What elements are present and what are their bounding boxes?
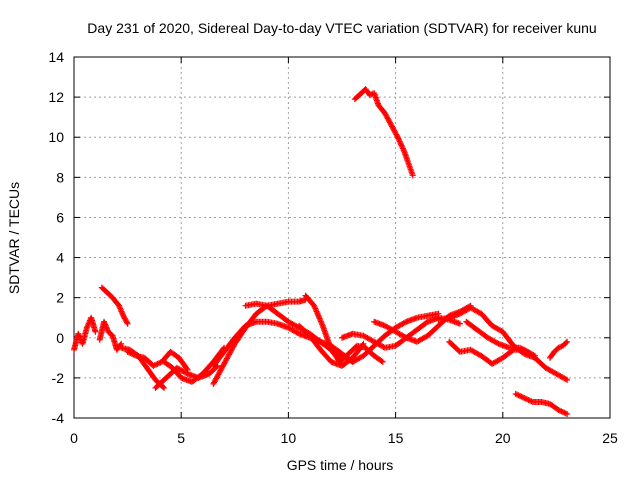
data-point: [531, 352, 538, 359]
data-point: [401, 334, 408, 341]
series-track-12: [296, 322, 367, 369]
data-point: [378, 357, 385, 364]
series-track-1: [71, 314, 99, 353]
data-point: [379, 358, 386, 365]
data-point: [562, 376, 569, 383]
x-tick-label: 20: [495, 430, 511, 446]
y-tick-label: 12: [48, 89, 64, 105]
data-point: [494, 340, 501, 347]
series-track-20: [512, 390, 571, 417]
data-point: [564, 338, 571, 345]
x-tick-label: 15: [388, 430, 404, 446]
data-point: [526, 350, 533, 357]
x-tick-labels: 0 5 10 15 20 25: [70, 430, 618, 446]
x-tick-label: 0: [70, 430, 78, 446]
series-track-3: [98, 284, 131, 327]
chart-title: Day 231 of 2020, Sidereal Day-to-day VTE…: [87, 20, 596, 36]
series-track-16: [351, 86, 416, 179]
y-axis-label: SDTVAR / TECUs: [6, 182, 22, 294]
data-point: [161, 384, 168, 391]
data-point: [124, 320, 131, 327]
y-tick-label: 4: [56, 250, 64, 266]
y-tick-label: -4: [52, 410, 65, 426]
series-track-2: [96, 318, 125, 353]
data-points: [71, 86, 571, 417]
y-tick-label: 14: [48, 49, 64, 65]
series-track-21: [546, 338, 571, 361]
data-point: [123, 319, 130, 326]
series-track-19: [463, 318, 534, 357]
y-tick-label: 10: [48, 129, 64, 145]
x-tick-label: 5: [177, 430, 185, 446]
series-track-8: [210, 296, 309, 387]
data-point: [527, 350, 534, 357]
x-tick-label: 25: [602, 430, 618, 446]
data-point: [564, 376, 571, 383]
data-point: [92, 328, 99, 335]
data-point: [530, 352, 537, 359]
y-tick-labels: -4 -2 0 2 4 6 8 10 12 14: [48, 49, 64, 426]
y-tick-label: 0: [56, 330, 64, 346]
data-point: [159, 383, 166, 390]
data-point: [360, 340, 367, 347]
y-tick-label: -2: [52, 370, 65, 386]
data-point: [394, 132, 401, 139]
x-tick-label: 10: [281, 430, 297, 446]
data-point: [117, 341, 124, 348]
y-tick-label: 2: [56, 290, 64, 306]
y-tick-label: 8: [56, 169, 64, 185]
y-tick-label: 6: [56, 209, 64, 225]
data-point: [359, 341, 366, 348]
data-point: [563, 339, 570, 346]
data-point: [564, 410, 571, 417]
data-point: [401, 319, 408, 326]
data-point: [183, 370, 190, 377]
data-point: [456, 320, 463, 327]
plot-frame: [73, 56, 611, 419]
data-point: [409, 172, 416, 179]
data-point: [294, 330, 301, 337]
x-axis-label: GPS time / hours: [287, 457, 394, 473]
grid: [74, 57, 610, 418]
